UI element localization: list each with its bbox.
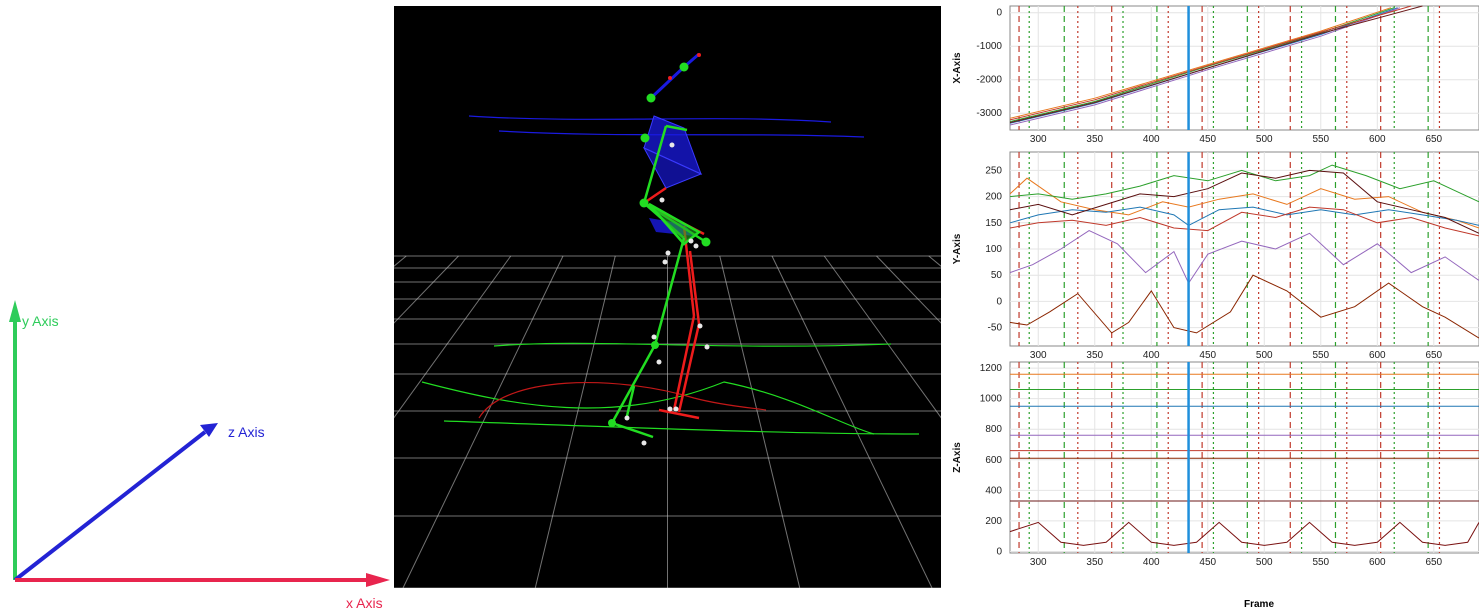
y-tick-label: 1200 <box>980 363 1003 374</box>
y-tick-label: 600 <box>985 455 1002 466</box>
grid-line <box>534 255 616 588</box>
x-tick-label: 550 <box>1312 134 1329 145</box>
x-tick-label: 650 <box>1425 134 1442 145</box>
x-tick-label: 500 <box>1256 557 1273 568</box>
y-tick-label: 0 <box>996 546 1002 557</box>
x-axis-label: x Axis <box>346 595 383 611</box>
x-tick-label: 450 <box>1199 350 1216 361</box>
grid-line <box>719 255 801 588</box>
y-axis-plot[interactable]: 300 350 400 450 500 550 600 650250200150100500-… <box>952 151 1479 361</box>
y-tick-label: 1000 <box>980 394 1003 405</box>
grid-line <box>394 255 459 324</box>
plot-area <box>1009 361 1479 554</box>
x-tick-label: 350 <box>1086 557 1103 568</box>
z-axis-plot[interactable]: 300 350 400 450 500 550 600 650 1200 1000 800 600 40… <box>952 361 1479 568</box>
x-tick-label: 400 <box>1143 350 1160 361</box>
series-line <box>1009 7 1392 119</box>
x-tick-label: 350 <box>1086 134 1103 145</box>
series-line <box>1009 177 1479 229</box>
series-line <box>1009 206 1479 226</box>
series-line <box>1009 169 1479 234</box>
x-tick-label: 300 <box>1030 134 1047 145</box>
series-line <box>1009 5 1412 121</box>
x-tick-label: 550 <box>1312 557 1329 568</box>
y-axis-label: y Axis <box>22 313 59 329</box>
x-tick-label: 450 <box>1199 134 1216 145</box>
x-tick-label: 400 <box>1143 557 1160 568</box>
z-axis-arrow <box>13 423 218 582</box>
floor-grid <box>394 255 941 588</box>
y-tick-label: 100 <box>985 244 1002 255</box>
y-tick-label: -50 <box>988 323 1003 334</box>
y-tick-label: -3000 <box>976 108 1002 119</box>
y-axis-arrow <box>9 300 21 580</box>
series-line <box>1009 5 1423 124</box>
x-tick-label: 400 <box>1143 134 1160 145</box>
grid-line <box>394 255 407 267</box>
x-tick-label: 300 <box>1030 350 1047 361</box>
marker-trajectories <box>421 115 920 435</box>
y-tick-label: 200 <box>985 516 1002 527</box>
x-tick-label: 650 <box>1425 557 1442 568</box>
left-leg <box>610 124 707 439</box>
y-axis-title: Z-Axis <box>952 442 963 473</box>
x-tick-label: 600 <box>1369 134 1386 145</box>
x-axis-plot[interactable]: 300 350 400 450 500 550 600 650 0 -1000 -2000 -3000… <box>952 5 1479 145</box>
x-tick-label: 450 <box>1199 557 1216 568</box>
x-tick-label: 600 <box>1369 350 1386 361</box>
x-tick-label: 300 <box>1030 557 1047 568</box>
y-tick-label: 200 <box>985 192 1002 203</box>
y-tick-label: 250 <box>985 165 1002 176</box>
series-line <box>1009 521 1479 546</box>
y-tick-label: 400 <box>985 485 1002 496</box>
x-tick-label: 500 <box>1256 134 1273 145</box>
y-tick-label: 0 <box>996 8 1002 19</box>
y-tick-label: 150 <box>985 218 1002 229</box>
axes-gizmo: y Axis z Axis x Axis <box>9 300 390 611</box>
series-line <box>1009 274 1479 339</box>
x-tick-label: 600 <box>1369 557 1386 568</box>
plot-area <box>1009 5 1479 131</box>
series-line <box>1009 206 1479 237</box>
grid-line <box>876 255 941 324</box>
grid-line <box>928 255 941 267</box>
x-tick-label: 550 <box>1312 350 1329 361</box>
grid-line <box>823 255 941 419</box>
x-axis-arrow <box>15 573 390 587</box>
y-tick-label: 50 <box>991 270 1003 281</box>
grid-line <box>394 255 512 419</box>
head-segment <box>649 52 701 100</box>
y-axis-title: Y-Axis <box>952 233 963 264</box>
y-tick-label: 800 <box>985 424 1002 435</box>
x-tick-label: 350 <box>1086 350 1103 361</box>
series-line <box>1009 230 1479 285</box>
x-tick-label: 500 <box>1256 350 1273 361</box>
y-axis-title: X-Axis <box>952 52 963 84</box>
y-tick-label: -1000 <box>976 41 1002 52</box>
joint-markers <box>608 62 711 427</box>
marker-trajectory-plots[interactable]: 300 350 400 450 500 550 600 6500-1000-2000-3000… <box>946 0 1479 611</box>
y-tick-label: 0 <box>996 296 1002 307</box>
3d-skeleton-viewport[interactable] <box>394 6 941 588</box>
y-tick-label: -2000 <box>976 75 1002 86</box>
x-tick-label: 650 <box>1425 350 1442 361</box>
reflective-markers <box>624 142 710 446</box>
z-axis-label: z Axis <box>228 424 265 440</box>
series-line <box>1009 7 1395 123</box>
frame-axis-label: Frame <box>1244 599 1274 610</box>
grid-line <box>771 255 933 588</box>
